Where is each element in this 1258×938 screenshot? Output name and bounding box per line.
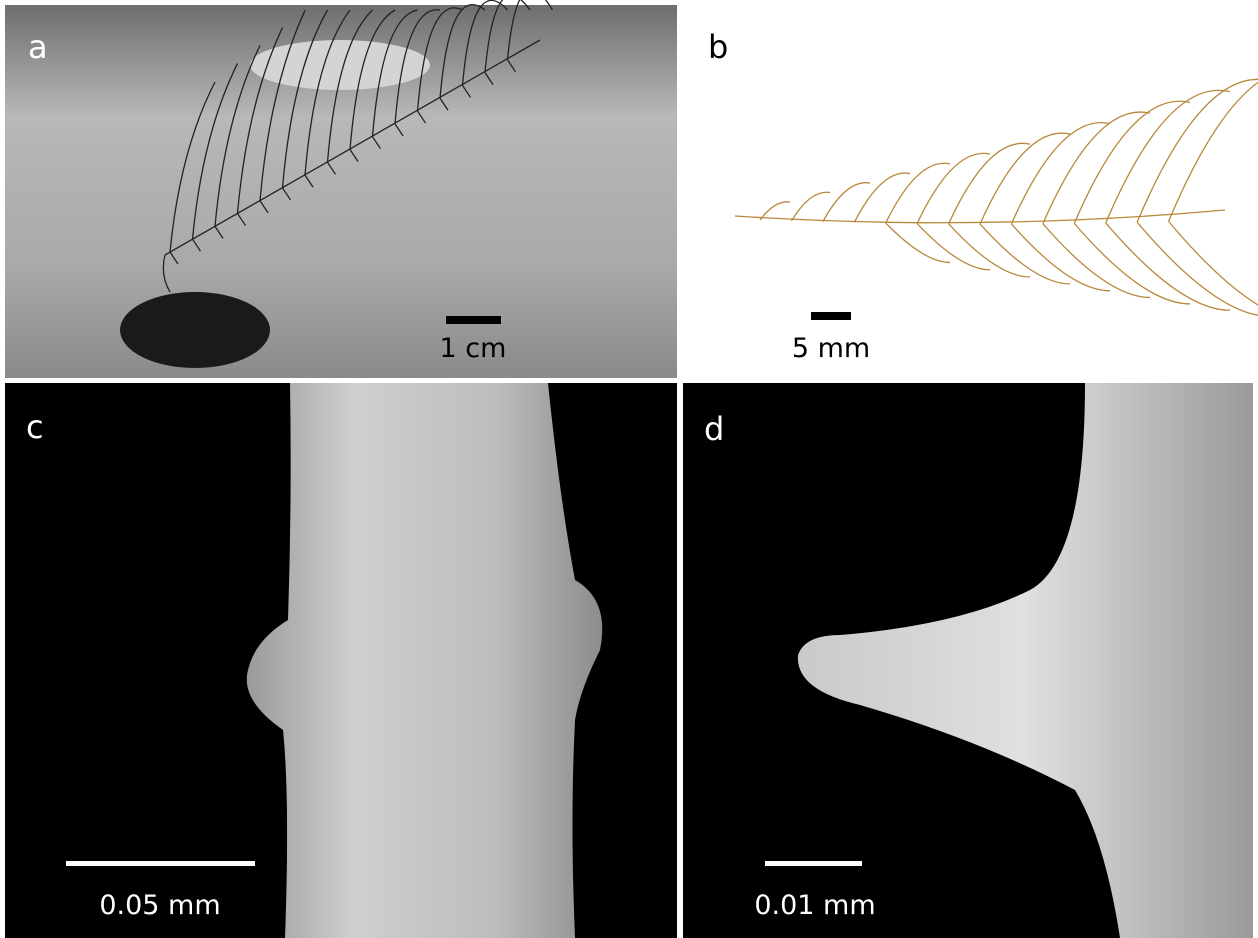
scale-label: 5 mm [792,333,870,364]
seed [120,292,270,368]
panel-a: 1 cm a [5,0,677,378]
panel-label: a [28,28,48,66]
scale-label: 0.01 mm [754,890,875,921]
panel-label: d [704,410,724,448]
panel-label: b [708,28,728,66]
figure: 1 cm a 5 mm b 0.05 mm c 0.01 mm d [0,0,1258,938]
scale-bar [66,861,255,866]
scale-bar [446,316,501,324]
photo-background [683,5,1253,378]
scale-label: 0.05 mm [99,890,220,921]
stem [247,383,602,938]
scale-bar [765,861,862,866]
panel-label: c [26,408,44,446]
scale-label: 1 cm [440,333,507,364]
scale-bar [811,312,851,320]
panel-c: 0.05 mm c [5,383,677,938]
panel-d: 0.01 mm d [683,383,1253,938]
panel-b: 5 mm b [683,5,1258,378]
